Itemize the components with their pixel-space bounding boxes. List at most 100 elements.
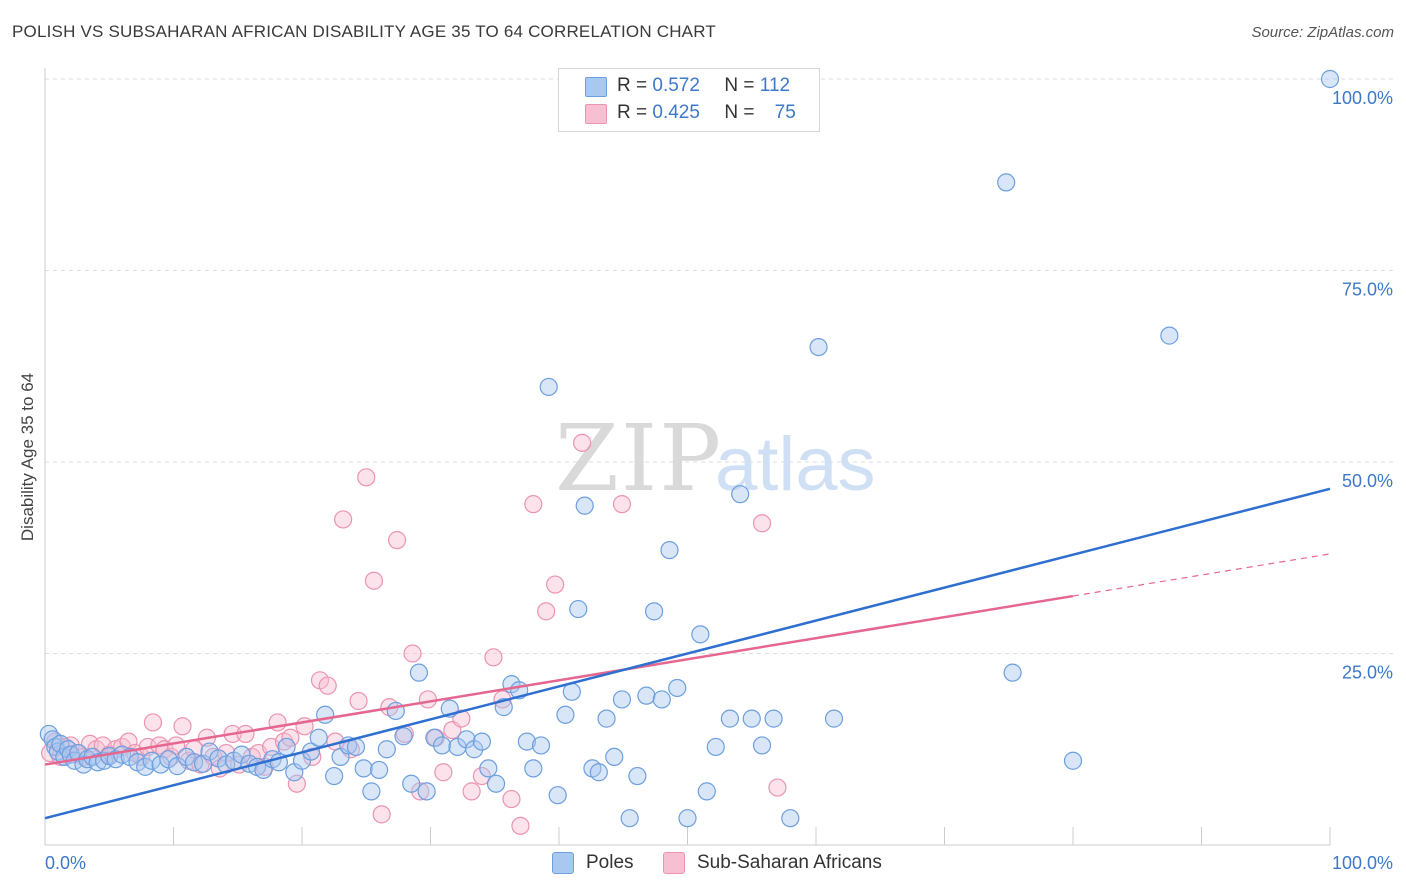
poles-point (409, 663, 429, 682)
poles-legend-label: Poles (586, 852, 634, 873)
y-axis-label: Disability Age 35 to 64 (18, 373, 37, 541)
poles-point (354, 759, 373, 778)
poles-point (668, 678, 687, 698)
y-tick-label: 100.0% (1332, 88, 1393, 108)
poles-point (417, 782, 436, 801)
poles-point (425, 728, 444, 747)
poles-point (472, 732, 491, 751)
poles-swatch (585, 77, 607, 97)
africans-point (318, 676, 337, 695)
africans-point (364, 571, 384, 590)
africans-point (372, 805, 391, 824)
africans-point (334, 510, 353, 529)
y-tick-label: 50.0% (1342, 471, 1393, 491)
africans-point (573, 433, 592, 452)
africans-trendline-extension (1072, 553, 1331, 597)
watermark-atlas: atlas (715, 422, 876, 507)
africans-swatch (585, 104, 607, 124)
poles-point (309, 728, 328, 747)
poles-point (997, 173, 1016, 192)
poles-point (88, 753, 107, 772)
poles-point (597, 709, 616, 728)
poles-point (706, 737, 725, 757)
africans-point (357, 468, 376, 487)
gridlines (45, 78, 1395, 654)
africans-point (452, 709, 471, 728)
poles-point (457, 730, 476, 749)
africans-point (418, 690, 438, 709)
poles-point (620, 809, 639, 828)
africans-point (511, 816, 530, 835)
poles-point (370, 760, 389, 780)
poles-point (159, 750, 178, 769)
poles-point (524, 759, 543, 778)
africans-point (161, 747, 181, 767)
africans-legend-label: Sub-Saharan Africans (697, 852, 882, 873)
africans-point (524, 495, 543, 514)
africans-legend-row: R = 0.425 N = 75 (617, 100, 796, 126)
poles-n-value: 112 (759, 75, 791, 96)
poles-point (1003, 663, 1022, 682)
poles-point (465, 740, 484, 759)
poles-legend-row: R = 0.572 N = 112 (617, 73, 790, 99)
watermark-zip: ZIP (555, 405, 723, 512)
poles-point (809, 338, 828, 357)
legend-item-poles: Poles (552, 852, 634, 874)
poles-point (200, 742, 219, 761)
africans-point (281, 728, 300, 747)
poles-point (394, 727, 413, 746)
poles-point (731, 485, 750, 504)
tick-labels: 25.0% 50.0% 75.0% 100.0% 0.0% 100.0% (45, 88, 1393, 873)
africans-legend-swatch (663, 852, 685, 874)
poles-point (660, 540, 679, 560)
poles-point (539, 377, 558, 397)
chart-source: Source: ZipAtlas.com (1251, 24, 1394, 41)
poles-point (479, 759, 498, 778)
poles-point (752, 736, 772, 755)
africans-point (752, 514, 772, 533)
africans-n-value: 75 (774, 102, 796, 123)
poles-points (39, 69, 1340, 828)
watermark: ZIP atlas (555, 405, 876, 512)
poles-point (531, 736, 551, 755)
y-tick-label: 75.0% (1342, 280, 1393, 300)
x-tick-label: 100.0% (1332, 853, 1393, 873)
africans-point (484, 648, 503, 667)
poles-point (232, 745, 251, 764)
poles-point (781, 809, 800, 828)
africans-point (403, 644, 422, 663)
poles-point (184, 753, 204, 772)
correlation-legend: R = 0.572 N = 112 R = 0.425 N = 75 (558, 68, 820, 132)
poles-point (325, 766, 344, 786)
poles-point (556, 705, 575, 724)
africans-points (41, 433, 787, 835)
poles-point (637, 686, 656, 705)
africans-point (502, 789, 521, 809)
poles-point (644, 602, 664, 621)
n-label: N = (724, 75, 755, 96)
africans-point (387, 531, 407, 550)
poles-trendline (44, 487, 1331, 820)
poles-point (548, 786, 567, 805)
poles-point (589, 763, 608, 782)
africans-point (173, 717, 192, 736)
africans-point (143, 713, 163, 732)
africans-point (768, 778, 787, 797)
poles-legend-swatch (552, 852, 574, 874)
africans-point (287, 774, 306, 793)
poles-point (824, 709, 844, 728)
poles-point (517, 732, 536, 751)
trendlines (44, 487, 1331, 820)
africans-point (462, 782, 481, 801)
poles-point (612, 690, 632, 709)
poles-point (742, 709, 761, 728)
poles-point (652, 690, 671, 709)
poles-point (575, 496, 594, 515)
poles-r-value: 0.572 (652, 75, 700, 96)
poles-point (106, 750, 125, 769)
africans-trendline (44, 594, 1074, 766)
africans-point (537, 602, 556, 621)
poles-point (691, 625, 710, 644)
africans-r-value: 0.425 (652, 102, 700, 123)
